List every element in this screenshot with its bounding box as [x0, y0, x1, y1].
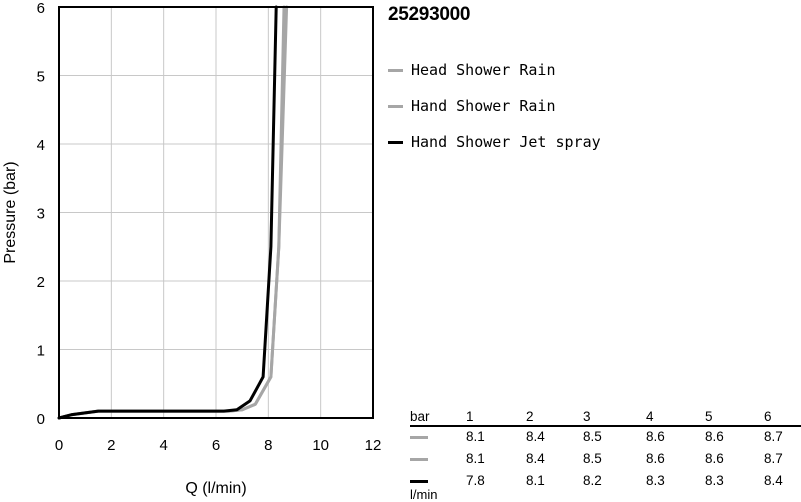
legend-label: Head Shower Rain	[411, 61, 556, 79]
table-column-header: 1	[466, 409, 474, 424]
series-line	[57, 5, 278, 420]
y-tick-label: 2	[37, 274, 45, 291]
x-tick-label: 10	[312, 437, 329, 454]
table-cell: 8.6	[646, 451, 665, 466]
table-cell: 8.5	[583, 429, 602, 444]
grid-lines	[59, 7, 373, 418]
table-cell: 8.2	[583, 473, 602, 488]
table-header-row: bar 1 2 3 4 5 6	[410, 407, 801, 427]
table-cell: 8.6	[646, 429, 665, 444]
plot-frame	[58, 6, 374, 419]
y-tick-label: 4	[37, 137, 45, 154]
legend-item: Hand Shower Rain	[388, 88, 601, 124]
table-cell: 8.4	[526, 451, 545, 466]
table-row: 8.1 8.4 8.5 8.6 8.6 8.7	[410, 427, 801, 449]
table-cell: 8.7	[764, 451, 783, 466]
table-cell: 8.5	[583, 451, 602, 466]
table-cell: 8.4	[526, 429, 545, 444]
row-swatch	[410, 436, 428, 439]
table-cell: 8.1	[466, 451, 485, 466]
table-cell: 8.4	[764, 473, 783, 488]
legend-swatch	[388, 104, 403, 108]
y-tick-label: 1	[37, 343, 45, 360]
legend-item: Hand Shower Jet spray	[388, 124, 601, 160]
table-row: 8.1 8.4 8.5 8.6 8.6 8.7	[410, 449, 801, 471]
table-cell: 8.7	[764, 429, 783, 444]
table-cell: 8.1	[526, 473, 545, 488]
table-row: 7.8 8.1 8.2 8.3 8.3 8.4	[410, 471, 801, 493]
legend-item: Head Shower Rain	[388, 52, 601, 88]
x-tick-label: 2	[107, 437, 115, 454]
table-header-label: bar	[410, 409, 430, 424]
y-tick-label: 5	[37, 69, 45, 86]
y-tick-label: 0	[37, 411, 45, 428]
y-axis-label: Pressure (bar)	[2, 161, 19, 263]
legend-label: Hand Shower Jet spray	[411, 133, 601, 151]
table-cell: 8.3	[705, 473, 724, 488]
row-swatch	[410, 480, 428, 483]
table-column-header: 5	[705, 409, 713, 424]
data-curves	[57, 5, 289, 420]
table-column-header: 3	[583, 409, 591, 424]
legend-label: Hand Shower Rain	[411, 97, 556, 115]
chart-title: 25293000	[388, 4, 471, 25]
x-tick-label: 8	[264, 437, 272, 454]
legend-swatch	[388, 140, 403, 144]
legend: Head Shower Rain Hand Shower Rain Hand S…	[388, 52, 601, 160]
table-cell: 8.3	[646, 473, 665, 488]
flow-table: bar 1 2 3 4 5 6 8.1 8.4 8.5 8.6 8.6 8.7 …	[410, 407, 801, 502]
table-column-header: 6	[764, 409, 772, 424]
x-tick-label: 6	[212, 437, 220, 454]
table-cell: 7.8	[466, 473, 485, 488]
x-tick-label: 12	[365, 437, 382, 454]
legend-swatch	[388, 68, 403, 72]
table-column-header: 4	[646, 409, 654, 424]
table-cell: 8.6	[705, 429, 724, 444]
y-tick-label: 6	[37, 0, 45, 17]
table-cell: 8.1	[466, 429, 485, 444]
x-axis-label: Q (l/min)	[185, 480, 246, 497]
row-swatch	[410, 458, 428, 461]
y-tick-label: 3	[37, 206, 45, 223]
table-unit-label: l/min	[410, 487, 438, 502]
table-cell: 8.6	[705, 451, 724, 466]
table-column-header: 2	[526, 409, 534, 424]
x-tick-label: 4	[159, 437, 167, 454]
x-tick-label: 0	[55, 437, 63, 454]
